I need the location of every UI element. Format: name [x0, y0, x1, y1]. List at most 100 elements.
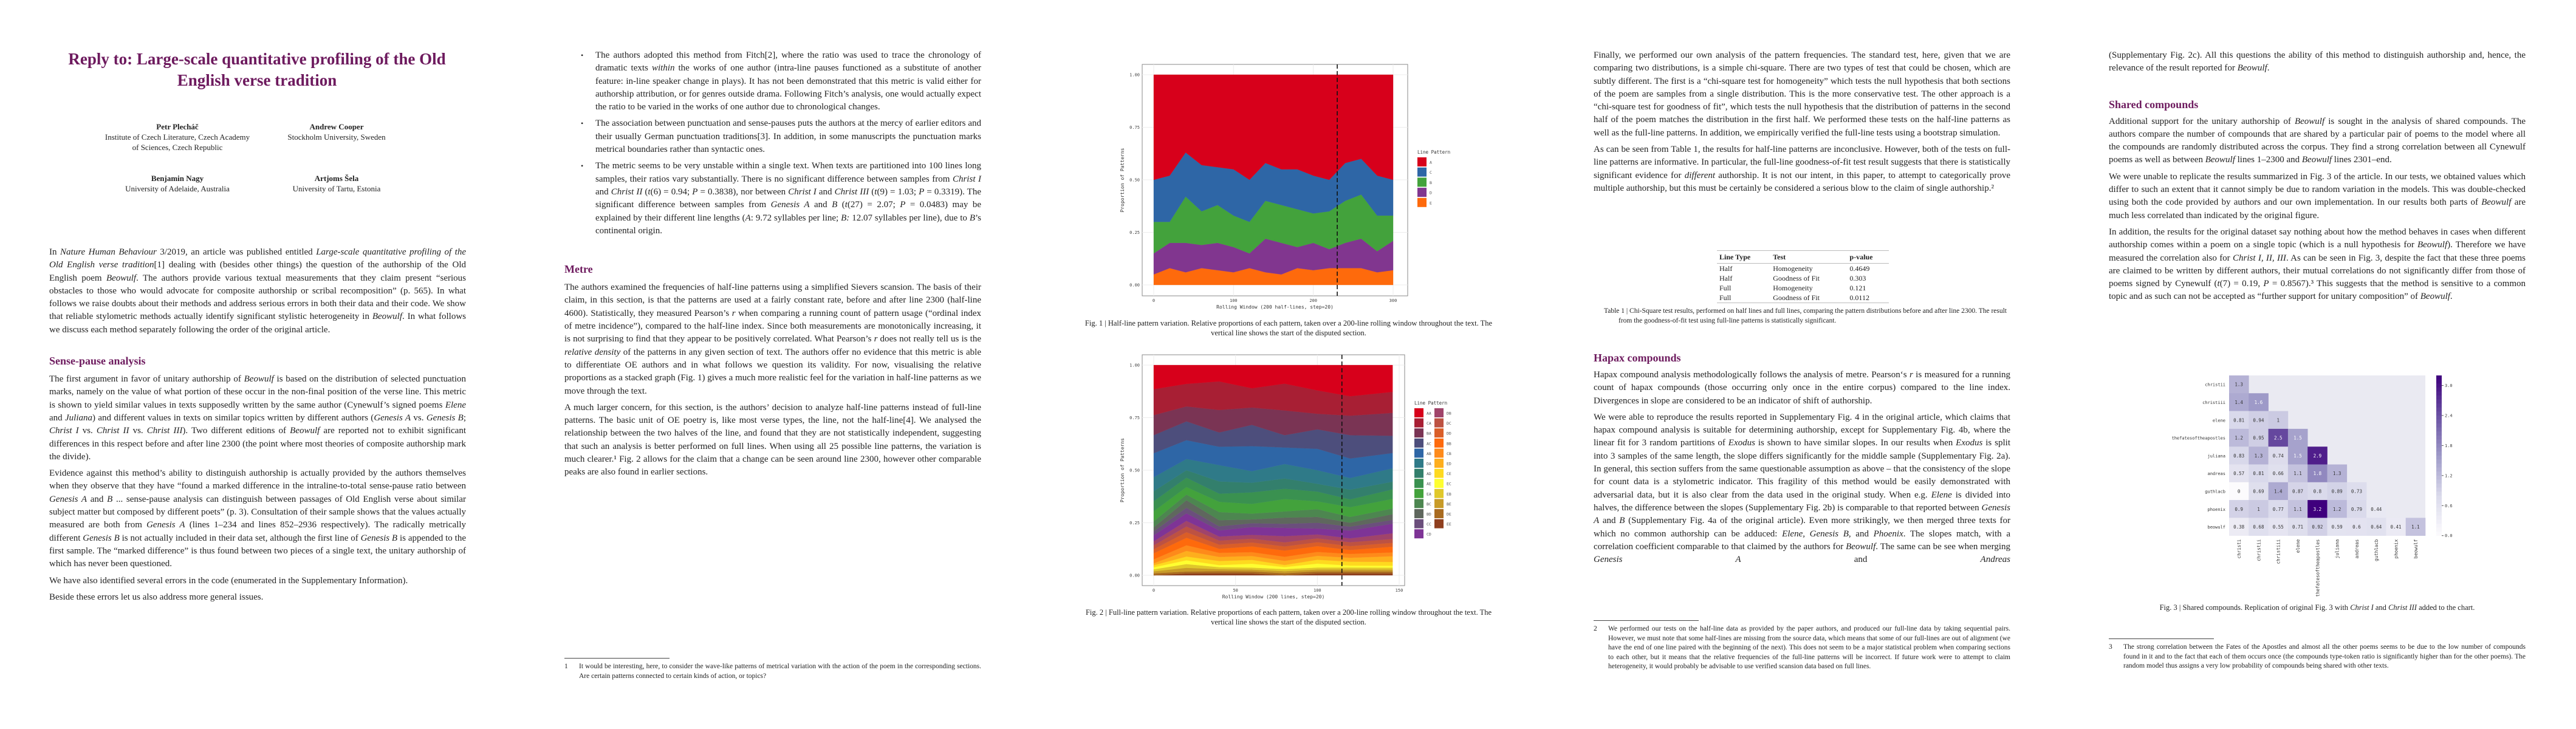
footnote-number: 3: [2109, 643, 2112, 651]
text-run: lines 2301–end.: [2332, 155, 2392, 165]
cell-value: 0.81: [2233, 417, 2244, 423]
cell-value: 0.6: [2352, 524, 2361, 530]
italic-text: Genesis B: [426, 412, 464, 423]
heatmap-cell: [2229, 500, 2249, 518]
heatmap-cell: [2386, 518, 2406, 536]
legend-swatch-BA: [1414, 428, 1423, 438]
author-block: Petr Plecháč Institute of Czech Literatu…: [104, 122, 250, 152]
heatmap-cell: [2287, 518, 2308, 536]
heatmap-cell: [2327, 482, 2348, 501]
italic-text: Beowulf: [2294, 116, 2325, 126]
heatmap-cell: [2307, 447, 2328, 465]
colorbar-segment: [2436, 451, 2442, 456]
footnote-text: We performed our tests on the half-line …: [1608, 625, 2010, 671]
text-run: are much less correlated than indicated …: [2109, 197, 2526, 221]
footnote-3: 3 The strong correlation between the Fat…: [2109, 643, 2526, 671]
heatmap-cell: [2229, 411, 2249, 430]
italic-text: Christ II: [96, 426, 129, 436]
cell-value: 1.1: [2293, 507, 2302, 512]
paragraph: A much larger concern, for this section,…: [564, 402, 981, 479]
cell-value: 0.95: [2253, 436, 2264, 441]
text-run: of the patterns in any given section of …: [564, 347, 981, 396]
cell-value: 0.8: [2314, 488, 2322, 494]
text-run: . As can be seen in Fig. 3, despite the …: [2109, 253, 2526, 289]
colorbar-segment: [2436, 459, 2442, 464]
italic-text: Beowulf: [372, 312, 402, 322]
text-run: The first argument in favor of unitary a…: [49, 374, 244, 385]
text-run: The authors examined the frequencies of …: [564, 282, 981, 318]
heatmap-cell: [2346, 500, 2367, 518]
y-tick-label: 1.00: [1129, 73, 1140, 78]
x-tick-label: 200: [1309, 298, 1317, 303]
row-label: thefatesoftheapostles: [2171, 436, 2225, 441]
x-tick-label: 0: [1153, 588, 1155, 593]
column-label: guthlacb: [2374, 539, 2379, 561]
italic-text: Genesis B: [360, 533, 398, 543]
y-tick-label: 0.50: [1129, 178, 1140, 183]
italic-text: P: [2263, 279, 2269, 289]
row-label: phoenix: [2207, 507, 2225, 512]
legend-swatch-AC: [1414, 438, 1423, 448]
text-run: is appended to the first sample. The “ma…: [49, 533, 466, 569]
cell-value: 1.4: [2274, 488, 2283, 494]
x-axis-label: Rolling Window (200 lines, step=20): [1222, 594, 1325, 600]
text-run: Beside these errors let us also address …: [49, 592, 264, 602]
cell-value: 0.68: [2253, 524, 2264, 530]
author-affiliation: University of Adelaide, Australia: [125, 184, 230, 193]
text-run: In: [49, 247, 61, 257]
text-run: and: [1741, 555, 1981, 565]
cell-value: 0.9: [2235, 507, 2243, 512]
text-run: Hapax compound analysis methodologically…: [1594, 370, 1910, 380]
colorbar-segment: [2436, 519, 2442, 524]
legend-title: Line Pattern: [1414, 400, 1447, 406]
italic-text: B: [107, 494, 113, 504]
colorbar-segment: [2436, 411, 2442, 416]
text-run: (: [869, 187, 875, 197]
cell: Full: [1719, 284, 1732, 292]
heatmap-cell: [2268, 428, 2289, 447]
text-run: (Supplementary Fig. 2c). All this questi…: [2109, 50, 2526, 74]
legend-label: AB: [1427, 451, 1431, 456]
column-header: Test: [1770, 250, 1848, 264]
cell-value: 0.71: [2292, 524, 2303, 530]
italic-text: t: [648, 187, 651, 197]
text-run: added to the chart.: [2416, 603, 2475, 612]
italic-text: t: [2217, 279, 2220, 289]
legend-swatch-CB: [1434, 448, 1444, 458]
legend-swatch-AB: [1414, 448, 1423, 458]
legend-label: BC: [1427, 502, 1431, 507]
legend-label: DB: [1447, 411, 1451, 416]
italic-text: B: [832, 200, 838, 210]
cell: Half: [1719, 274, 1733, 282]
footnote-2: 2 We performed our tests on the half-lin…: [1594, 625, 2010, 672]
paragraph: Additional support for the unitary autho…: [2109, 115, 2526, 167]
y-tick-label: 0.00: [1129, 573, 1140, 578]
text-run: and: [87, 494, 108, 504]
heatmap-cell: [2346, 518, 2367, 536]
author-affiliation: Institute of Czech Literature, Czech Aca…: [104, 132, 250, 152]
paper-title: Reply to: Large-scale quantitative profi…: [68, 50, 446, 89]
text-run: We were unable to replicate the results …: [2109, 171, 2526, 208]
cell-value: 0.92: [2312, 524, 2323, 530]
legend-swatch-CE: [1434, 468, 1444, 478]
text-run: is based on the distribution of selected…: [49, 374, 466, 410]
column-header: p-value: [1847, 250, 1889, 264]
italic-text: Andreas: [1980, 555, 2010, 565]
legend-label: BD: [1427, 512, 1431, 517]
cell: Full: [1719, 293, 1732, 302]
legend-swatch-AD: [1414, 468, 1423, 478]
text-run: Fig. 3 | Shared compounds. Replication o…: [2159, 603, 2351, 612]
table-row: Full Homogeneity 0.121: [1717, 283, 1889, 293]
legend-label: CC: [1427, 522, 1431, 527]
italic-text: P: [900, 200, 906, 210]
text-run: vs.: [78, 426, 97, 436]
text-run: and: [809, 200, 832, 210]
cell-value: 1.3: [2333, 471, 2341, 476]
colorbar-segment: [2436, 399, 2442, 404]
colorbar-segment: [2436, 431, 2442, 436]
italic-text: Phoenix: [1873, 529, 1903, 539]
legend-swatch-EE: [1434, 519, 1444, 529]
section-heading-metre: Metre: [564, 263, 593, 276]
footnote-text: The strong correlation between the Fates…: [2123, 643, 2526, 670]
heatmap-cell: [2327, 464, 2348, 483]
